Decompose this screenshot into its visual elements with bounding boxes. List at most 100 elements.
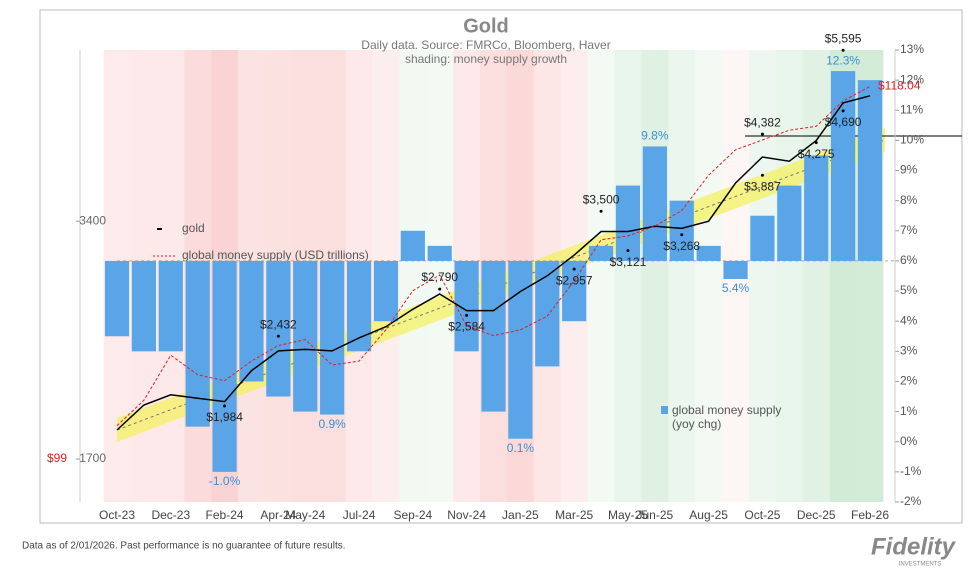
annotation-point (760, 173, 764, 177)
legend-label: gold (182, 221, 205, 235)
bar (481, 260, 506, 412)
y2-tick-label: 12% (900, 72, 924, 86)
bar (373, 260, 399, 322)
annotation-label: $2,432 (260, 317, 297, 331)
logo-sub: INVESTMENTS (899, 562, 942, 568)
annotation-point (572, 267, 576, 271)
y2-tick-label: 7% (900, 223, 918, 237)
x-tick-label: Feb-24 (206, 508, 244, 522)
y2-tick-label: 9% (900, 163, 918, 177)
bar (804, 155, 829, 261)
x-tick-label: Jul-24 (343, 508, 376, 522)
y2-tick-label: -1% (900, 464, 922, 478)
x-tick-label: Sep-24 (393, 508, 432, 522)
legend-label: global money supply (USD trillions) (182, 248, 369, 262)
annotation-label: $4,275 (798, 147, 835, 161)
bar (857, 80, 883, 261)
annotation-point (841, 109, 845, 113)
annotation-point (465, 313, 469, 317)
x-tick-label: Oct-23 (99, 508, 135, 522)
annotation-point (626, 249, 630, 253)
annotation-point (599, 209, 603, 213)
shade (668, 50, 696, 502)
frame (39, 9, 963, 524)
annotation-label: $5,595 (825, 31, 862, 45)
annotation-label: $3,887 (744, 179, 781, 193)
annotation-label: $4,382 (744, 115, 781, 129)
shade (587, 50, 615, 502)
x-tick-label: Oct-25 (744, 508, 780, 522)
bar (266, 260, 291, 397)
bar (615, 185, 641, 261)
x-tick-label: Jan-25 (502, 508, 539, 522)
bar (535, 260, 560, 367)
x-tick-label: Jun-25 (637, 508, 674, 522)
x-tick-label: Aug-25 (689, 508, 728, 522)
shade (748, 50, 776, 502)
bar (427, 245, 452, 261)
bar (400, 230, 425, 261)
annotation-point (223, 404, 227, 408)
subtitle: shading: money supply growth (405, 52, 567, 66)
y2-tick-label: 4% (900, 313, 918, 327)
shade (641, 50, 669, 502)
shade (614, 50, 642, 502)
x-tick-label: May-25 (608, 508, 648, 522)
x-tick-label: Mar-25 (555, 508, 593, 522)
y2-tick-label: 8% (900, 193, 918, 207)
bar-value-label: 5.4% (722, 281, 750, 295)
legend-swatch (661, 406, 668, 414)
bar (185, 260, 210, 427)
y2-tick-label: 11% (900, 102, 923, 116)
y-tick-label: 1700 (79, 451, 106, 465)
x-tick-label: Dec-23 (151, 508, 190, 522)
bar-value-label: 12.3% (826, 53, 860, 67)
y2-tick-label: -2% (900, 494, 922, 508)
annotation-label: $2,584 (448, 320, 485, 334)
bar (696, 245, 721, 261)
bar (212, 260, 237, 472)
annotation-point (814, 141, 818, 145)
y2-tick-label: 2% (900, 374, 918, 388)
bar (750, 215, 775, 261)
annotation-label: $3,268 (663, 239, 700, 253)
subtitle: Daily data. Source: FMRCo, Bloomberg, Ha… (361, 38, 610, 52)
shade (775, 50, 803, 502)
legend-label: global money supply (yoy chg) (672, 403, 782, 431)
x-tick-label: Apr-24 (260, 508, 296, 522)
y2-tick-label: 0% (900, 434, 918, 448)
y2-tick-label: 1% (900, 404, 918, 418)
bar (293, 260, 318, 412)
annotation-label: $2,957 (556, 273, 593, 287)
bar (508, 260, 533, 439)
bar (831, 71, 856, 261)
bar (131, 260, 156, 352)
annotation-label: $4,690 (825, 115, 862, 129)
bar (104, 260, 130, 337)
chart-title: Gold (463, 15, 509, 37)
annotation-label: $3,500 (583, 192, 620, 206)
bar (320, 260, 345, 415)
bar-value-label: 0.1% (507, 441, 535, 455)
shade (695, 50, 723, 502)
bar (777, 185, 802, 261)
annotation-point (760, 132, 764, 136)
shade (399, 50, 427, 502)
y3-tick-label: $99 (47, 451, 67, 465)
line-value-label: $118.04 (878, 79, 921, 93)
y2-tick-label: 5% (900, 283, 918, 297)
annotation-point (841, 48, 845, 52)
bar (723, 260, 748, 280)
bar (642, 146, 667, 261)
y2-tick-label: 6% (900, 253, 918, 267)
annotation-label: $1,984 (206, 410, 243, 424)
y-tick-label: 3400 (79, 213, 106, 227)
bar-value-label: 0.9% (318, 417, 346, 431)
annotation-point (438, 287, 442, 291)
annotation-point (680, 233, 684, 237)
logo: Fidelity (871, 533, 957, 560)
bar (239, 260, 264, 382)
y2-tick-label: 10% (900, 133, 924, 147)
